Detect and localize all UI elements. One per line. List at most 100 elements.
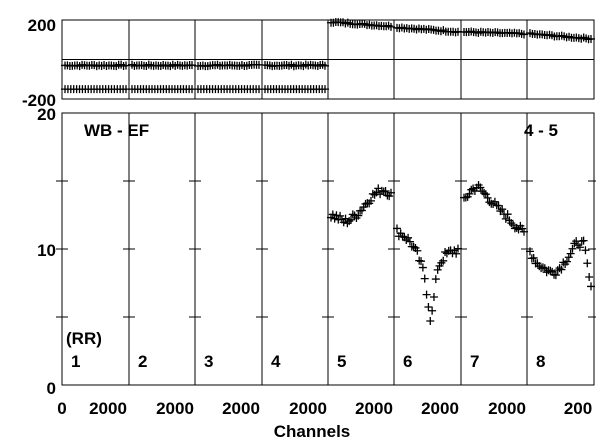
panel-label: 5 <box>337 352 346 371</box>
amplitude-point <box>483 193 492 202</box>
panel-label: 1 <box>71 352 80 371</box>
amplitude-point <box>564 253 573 262</box>
amplitude-point <box>480 189 488 198</box>
x-tick-label: 2000 <box>421 399 459 418</box>
panel-label: 8 <box>536 352 545 371</box>
amplitude-point <box>587 282 595 291</box>
panel-label: 7 <box>470 352 479 371</box>
amplitude-point <box>551 271 560 280</box>
amplitude-point <box>503 210 512 219</box>
panel-label: 6 <box>403 352 412 371</box>
amplitude-point <box>428 306 437 315</box>
amplitude-point <box>431 275 440 284</box>
amplitude-point <box>424 302 433 311</box>
amplitude-point <box>507 219 516 228</box>
amplitude-point <box>336 211 345 220</box>
amplitude-point <box>559 258 568 267</box>
amplitude-point <box>461 193 470 202</box>
amplitude-point <box>583 259 592 268</box>
amplitude-point <box>465 189 474 198</box>
panel-label: 3 <box>204 352 213 371</box>
amplitude-point <box>405 237 414 246</box>
amplitude-point <box>345 217 354 226</box>
amplitude-point <box>575 243 584 252</box>
amplitude-point <box>409 242 418 251</box>
amplitude-point <box>526 247 534 256</box>
plot-frames <box>56 19 596 386</box>
amplitude-point <box>420 274 429 283</box>
x-tick-label: 200 <box>564 399 592 418</box>
amplitude-point <box>387 188 395 197</box>
data-marks <box>61 17 595 325</box>
pair-annotation: 4 - 5 <box>524 121 558 140</box>
phase-point <box>321 85 329 94</box>
amplitude-point <box>439 256 448 265</box>
amplitude-point <box>555 264 564 273</box>
amplitude-point <box>347 215 355 224</box>
phase-y-tick-label: -200 <box>22 91 56 110</box>
amplitude-point <box>512 223 521 232</box>
phase-y-tick-label: 200 <box>28 16 56 35</box>
amplitude-point <box>413 246 422 255</box>
amplitude-point <box>538 263 547 272</box>
phase-point <box>321 61 329 70</box>
amplitude-point <box>566 249 575 258</box>
phase-point <box>188 61 196 70</box>
x-axis-label: Channels <box>274 422 351 441</box>
amplitude-point <box>433 265 442 274</box>
amplitude-point <box>562 257 571 266</box>
x-tick-label: 2000 <box>289 399 327 418</box>
amplitude-point <box>398 232 407 241</box>
amplitude-point <box>490 197 499 206</box>
amplitude-point <box>476 183 485 192</box>
amplitude-point <box>354 211 363 220</box>
amplitude-point <box>581 246 590 255</box>
amplitude-point <box>422 290 431 299</box>
amplitude-y-tick-label: 10 <box>37 241 56 260</box>
amplitude-point <box>339 218 348 227</box>
text-labels: Channels WB - EF 4 - 5 (RR) 200-20020100… <box>22 16 592 441</box>
panel-label: 4 <box>271 352 281 371</box>
x-tick-label: 2000 <box>156 399 194 418</box>
amplitude-point <box>529 253 538 262</box>
phase-point <box>122 61 130 70</box>
amplitude-point <box>441 248 450 256</box>
amplitude-point <box>501 214 510 223</box>
amplitude-y-tick-label: 0 <box>47 379 56 398</box>
amplitude-point <box>328 210 337 219</box>
amplitude-point <box>426 316 435 325</box>
amplitude-point <box>393 224 401 233</box>
panel-label: 2 <box>138 352 147 371</box>
amplitude-point <box>385 192 394 201</box>
x-tick-label: 2000 <box>222 399 260 418</box>
amplitude-point <box>452 249 461 258</box>
amplitude-point <box>568 244 577 253</box>
amplitude-point <box>494 201 503 210</box>
amplitude-point <box>498 205 507 214</box>
amplitude-point <box>357 206 366 215</box>
x-tick-label: 0 <box>57 399 66 418</box>
amplitude-point <box>418 263 427 272</box>
amplitude-y-tick-label: 20 <box>37 105 56 124</box>
x-tick-label: 2000 <box>89 399 127 418</box>
amplitude-point <box>417 257 426 266</box>
amplitude-point <box>481 190 490 199</box>
amplitude-point <box>429 292 438 301</box>
phase-point <box>387 22 395 31</box>
amplitude-point <box>467 185 476 194</box>
amplitude-point <box>454 244 462 253</box>
amplitude-point <box>574 241 583 250</box>
phase-point <box>587 34 595 43</box>
amplitude-point <box>557 265 566 274</box>
baseline-annotation: WB - EF <box>84 121 149 140</box>
amplitude-point <box>585 272 594 281</box>
x-tick-label: 2000 <box>488 399 526 418</box>
amplitude-point <box>381 187 390 196</box>
amplitude-point <box>330 214 339 223</box>
amplitude-point <box>348 210 357 219</box>
amplitude-point <box>404 233 413 242</box>
amplitude-point <box>520 227 528 236</box>
polarization-annotation: (RR) <box>66 329 102 348</box>
amplitude-point <box>579 236 588 245</box>
